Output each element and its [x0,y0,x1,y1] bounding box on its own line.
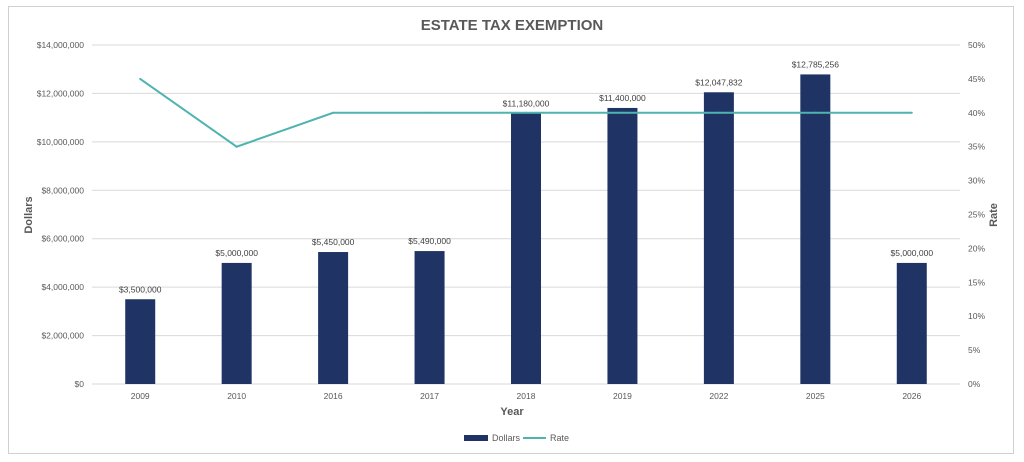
data-label: $5,450,000 [312,237,355,247]
y2-tick-label: 30% [968,176,985,186]
y2-tick-label: 5% [968,345,981,355]
legend: Dollars Rate [464,433,569,443]
y2-tick-label: 50% [968,40,985,50]
bar [414,251,445,384]
rate-point [332,111,335,114]
rate-point [717,111,720,114]
bar [125,299,156,384]
bar [511,113,541,384]
y-tick-label: $4,000,000 [41,282,84,292]
rate-point [428,111,431,114]
y2-tick-label: 20% [968,243,985,253]
x-axis-ticks: 2009 2010 2016 2017 2018 2019 2022 2025 2026 [131,391,922,401]
data-label: $5,000,000 [215,248,258,258]
chart-title: ESTATE TAX EXEMPTION [421,17,604,34]
y2-tick-label: 25% [968,210,985,220]
y-tick-label: $0 [75,379,85,389]
x-tick-label: 2016 [324,391,343,401]
y-tick-label: $14,000,000 [37,40,85,50]
x-tick-label: 2022 [709,391,728,401]
x-tick-label: 2026 [902,391,921,401]
bar [318,252,349,384]
bar [800,74,831,385]
y-axis-title: Dollars [23,196,35,233]
x-tick-label: 2025 [806,391,825,401]
data-labels: $3,500,000 $5,000,000 $5,450,000 $5,490,000… [119,59,933,294]
x-axis-title: Year [500,406,524,418]
legend-label-dollars: Dollars [492,433,521,443]
y2-tick-label: 45% [968,74,985,84]
data-label: $12,785,256 [792,59,840,69]
rate-point [814,111,817,114]
rate-point [139,77,142,80]
x-tick-label: 2019 [613,391,632,401]
bar [221,262,252,384]
data-label: $5,490,000 [408,236,451,246]
rate-point [525,111,527,114]
y-tick-label: $12,000,000 [37,88,85,98]
left-axis-ticks: $0 $2,000,000 $4,000,000 $6,000,000 $8,000,0… [37,40,85,389]
y2-tick-label: 40% [968,108,985,118]
rate-point [235,145,238,148]
y-tick-label: $10,000,000 [37,137,85,147]
legend-label-rate: Rate [550,433,569,443]
x-tick-label: 2010 [227,391,246,401]
y-tick-label: $6,000,000 [41,234,84,244]
data-label: $11,180,000 [503,98,550,108]
x-tick-label: 2017 [420,391,439,401]
y-tick-label: $2,000,000 [41,331,84,341]
x-tick-label: 2009 [131,391,150,401]
rate-point [910,111,913,114]
rate-point [621,111,624,114]
y2-tick-label: 35% [968,142,985,152]
y2-axis-title: Rate [988,203,1000,227]
data-label: $12,047,832 [695,77,743,87]
line-series-rate [139,77,913,148]
bar [703,92,734,384]
data-label: $3,500,000 [119,284,162,294]
legend-swatch-dollars [464,435,488,441]
right-axis-ticks: 0% 5% 10% 15% 20% 25% 30% 35% 40% 45% 50% [968,40,985,389]
y2-tick-label: 10% [968,311,985,321]
bar-series-dollars [125,74,927,385]
data-label: $5,000,000 [891,248,934,258]
y-tick-label: $8,000,000 [41,185,84,195]
x-tick-label: 2018 [517,391,536,401]
y2-tick-label: 0% [968,379,981,389]
y2-tick-label: 15% [968,277,985,287]
bar [607,107,638,384]
data-label: $11,400,000 [599,93,646,103]
bar [896,262,927,384]
